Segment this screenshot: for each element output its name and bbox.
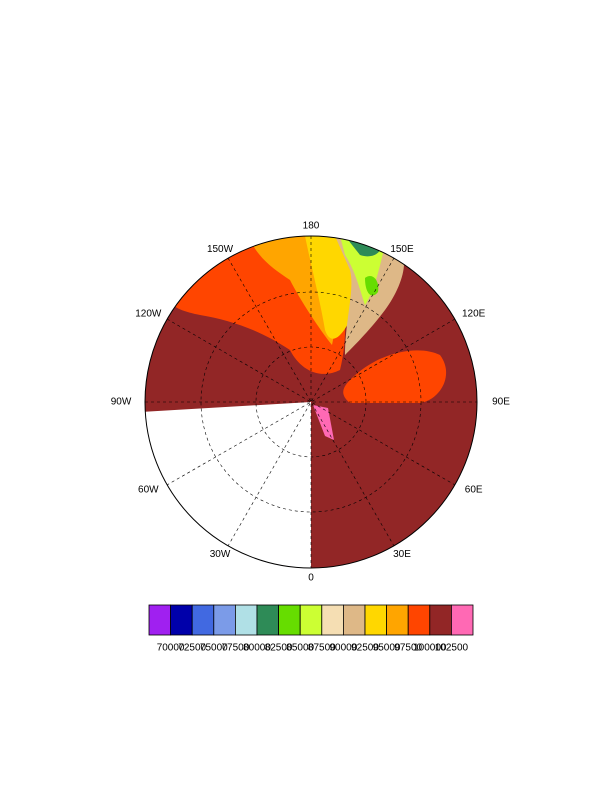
- colorbar-box: [386, 604, 409, 636]
- colorbar-box: [450, 604, 474, 636]
- colorbar-label: 82500: [265, 643, 293, 654]
- graticule: [145, 236, 477, 568]
- longitude-label: 60E: [465, 485, 483, 496]
- region: [305, 236, 355, 339]
- colorbar-label: 87500: [308, 643, 336, 654]
- colorbar-label: 72500: [178, 643, 206, 654]
- longitude-label: 90W: [111, 397, 132, 408]
- colorbar-label: 97500: [394, 643, 422, 654]
- colorbar-box: [342, 604, 366, 636]
- colorbar-label: 85000: [286, 643, 314, 654]
- colorbar-label: 92500: [351, 643, 379, 654]
- longitude-label: 0: [308, 573, 314, 584]
- longitude-label: 150E: [390, 244, 414, 255]
- colorbar-label: 100000: [413, 643, 447, 654]
- colorbar-box: [256, 604, 280, 636]
- longitude-label: 150W: [207, 244, 234, 255]
- map-border: [144, 235, 478, 569]
- colorbar-label: 70000: [157, 643, 185, 654]
- colorbar-box: [213, 604, 236, 636]
- colorbar: 7000072500750007750080000825008500087500…: [148, 604, 474, 654]
- colorbar-box: [148, 604, 172, 636]
- longitude-label: 60W: [138, 485, 159, 496]
- colorbar-box: [170, 604, 193, 636]
- longitude-label: 30E: [393, 549, 411, 560]
- colorbar-box: [321, 604, 344, 636]
- colorbar-label: 90000: [329, 643, 357, 654]
- colorbar-label: 77500: [221, 643, 249, 654]
- colorbar-box: [191, 604, 215, 636]
- longitude-label: 180: [303, 221, 320, 232]
- longitude-label: 30W: [210, 549, 231, 560]
- colorbar-label: 95000: [373, 643, 401, 654]
- longitude-label: 90E: [492, 397, 510, 408]
- colorbar-label: 102500: [435, 643, 469, 654]
- colorbar-label: 80000: [243, 643, 271, 654]
- colorbar-box: [407, 604, 431, 636]
- colorbar-box: [429, 604, 452, 636]
- colorbar-box: [234, 604, 258, 636]
- colorbar-box: [299, 604, 323, 636]
- colorbar-label: 75000: [200, 643, 228, 654]
- longitude-labels: 0 30E 60E 90E 120E 150E 180 150W 120W 90W 60W 30W: [111, 221, 511, 584]
- region: [313, 405, 334, 440]
- longitude-label: 120E: [462, 309, 486, 320]
- map-fill: [145, 236, 477, 568]
- colorbar-box: [364, 604, 388, 636]
- longitude-label: 120W: [135, 309, 162, 320]
- colorbar-box: [278, 604, 301, 636]
